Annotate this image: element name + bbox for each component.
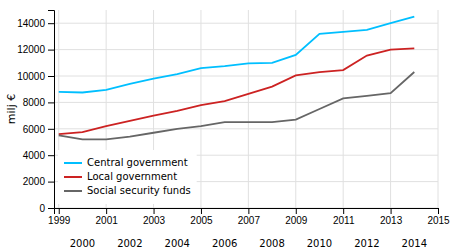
x-tick: 2009 — [285, 208, 308, 226]
y-tick-mark — [48, 76, 54, 77]
x-tick-label: 2009 — [285, 215, 308, 226]
y-tick-label: 6000 — [23, 124, 46, 135]
x-tick-mark — [106, 208, 107, 214]
grid-line — [438, 10, 439, 208]
legend-swatch — [64, 190, 82, 192]
y-tick: 4000 — [23, 150, 54, 161]
annotation: 2000 — [70, 238, 95, 249]
legend-background — [58, 150, 197, 204]
annotations: 2000 2002 2004 2006 2008 2010 2012 2014 — [70, 238, 427, 249]
x-tick: 2007 — [238, 208, 261, 226]
grid-line — [200, 10, 201, 208]
series-line — [59, 72, 415, 139]
legend-swatch — [64, 162, 82, 164]
y-tick-mark — [48, 23, 54, 24]
grid-line — [54, 76, 438, 77]
lines — [59, 17, 415, 140]
y-tick: 10000 — [17, 71, 54, 82]
y-tick-label: 2000 — [23, 176, 46, 187]
legend-item: Local government — [64, 171, 177, 182]
y-tick: 8000 — [23, 97, 54, 108]
x-tick: 2001 — [96, 208, 119, 226]
annotation: 2004 — [165, 238, 190, 249]
legend-label: Social security funds — [87, 185, 191, 196]
y-tick-label: 0 — [39, 203, 45, 214]
y-axis: 0 2000 4000 6000 8000 10000 12000 14000 — [17, 11, 54, 214]
y-tick-label: 12000 — [17, 44, 45, 55]
x-tick-mark — [343, 208, 344, 214]
legend-item: Social security funds — [64, 185, 191, 196]
legend-label: Central government — [87, 157, 188, 168]
y-tick: 6000 — [23, 124, 54, 135]
annotation: 2014 — [402, 238, 427, 249]
x-tick-label: 2003 — [143, 215, 166, 226]
x-tick: 2015 — [427, 208, 450, 226]
x-axis: 1999 2001 2003 2005 2007 2009 2011 2013 2015 — [48, 208, 450, 226]
x-tick-mark — [201, 208, 202, 214]
grid-line — [54, 23, 438, 24]
x-tick-mark — [391, 208, 392, 214]
x-tick: 2005 — [190, 208, 213, 226]
y-axis-line — [48, 11, 55, 209]
x-tick-label: 1999 — [48, 215, 71, 226]
y-tick: 2000 — [23, 176, 54, 187]
grid — [54, 10, 438, 208]
grid-line — [54, 128, 438, 129]
plot: 1999 2001 2003 2005 2007 2009 2011 2013 2015 0 200… — [17, 10, 450, 249]
legend-label: Local government — [87, 171, 177, 182]
annotation: 2006 — [212, 238, 237, 249]
grid-line — [295, 10, 296, 208]
x-tick-mark — [296, 208, 297, 214]
x-tick-mark — [438, 208, 439, 214]
x-tick-label: 2013 — [380, 215, 403, 226]
y-tick-label: 10000 — [17, 71, 45, 82]
grid-line — [248, 10, 249, 208]
x-tick-label: 2005 — [190, 215, 213, 226]
y-tick-mark — [48, 102, 54, 103]
y-tick-label: 8000 — [23, 97, 46, 108]
series-line — [59, 17, 415, 93]
annotation: 2008 — [259, 238, 284, 249]
x-tick-label: 2015 — [427, 215, 450, 226]
y-tick-label: 14000 — [17, 18, 45, 29]
x-tick-label: 2011 — [333, 215, 355, 226]
x-tick-label: 2001 — [96, 215, 119, 226]
series-line — [59, 48, 415, 134]
annotation: 2010 — [307, 238, 332, 249]
x-tick: 2013 — [380, 208, 403, 226]
x-tick: 1999 — [48, 208, 71, 226]
annotation: 2002 — [117, 238, 142, 249]
grid-line — [54, 49, 438, 50]
y-tick-mark — [48, 50, 54, 51]
y-tick: 14000 — [17, 18, 54, 29]
y-tick: 12000 — [17, 44, 54, 55]
y-tick-mark — [48, 155, 54, 156]
y-tick-mark — [48, 182, 54, 183]
grid-line — [390, 10, 391, 208]
x-tick-label: 2007 — [238, 215, 261, 226]
y-tick-mark — [48, 208, 54, 209]
legend-swatch — [64, 176, 82, 178]
x-tick-mark — [59, 208, 60, 214]
x-tick-mark — [154, 208, 155, 214]
legend: Central government Local government Social… — [58, 150, 197, 204]
y-tick-mark — [48, 129, 54, 130]
chart: 1999 2001 2003 2005 2007 2009 2011 2013 2015 0 200… — [0, 0, 454, 252]
y-axis-title: milj € — [5, 94, 18, 124]
legend-item: Central government — [64, 157, 188, 168]
y-tick-label: 4000 — [23, 150, 46, 161]
grid-line — [343, 10, 344, 208]
x-axis-line — [55, 209, 439, 215]
x-tick: 2011 — [333, 208, 355, 226]
annotation: 2012 — [354, 238, 379, 249]
grid-line — [54, 102, 438, 103]
x-tick: 2003 — [143, 208, 166, 226]
y-tick: 0 — [39, 203, 54, 214]
x-tick-mark — [248, 208, 249, 214]
